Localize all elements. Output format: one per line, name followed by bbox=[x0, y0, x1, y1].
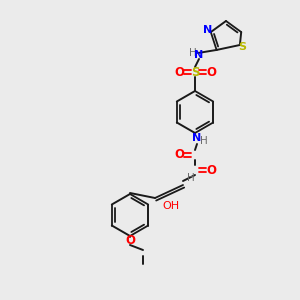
Text: O: O bbox=[125, 235, 135, 248]
Text: S: S bbox=[191, 65, 199, 79]
Text: S: S bbox=[238, 42, 246, 52]
Text: N: N bbox=[192, 133, 202, 143]
Text: O: O bbox=[174, 148, 184, 161]
Text: O: O bbox=[206, 65, 216, 79]
Text: N: N bbox=[194, 50, 204, 60]
Text: H: H bbox=[187, 173, 195, 183]
Text: N: N bbox=[203, 25, 212, 35]
Text: O: O bbox=[206, 164, 216, 176]
Text: H: H bbox=[200, 136, 208, 146]
Text: H: H bbox=[189, 48, 197, 58]
Text: OH: OH bbox=[162, 201, 180, 211]
Text: O: O bbox=[174, 65, 184, 79]
